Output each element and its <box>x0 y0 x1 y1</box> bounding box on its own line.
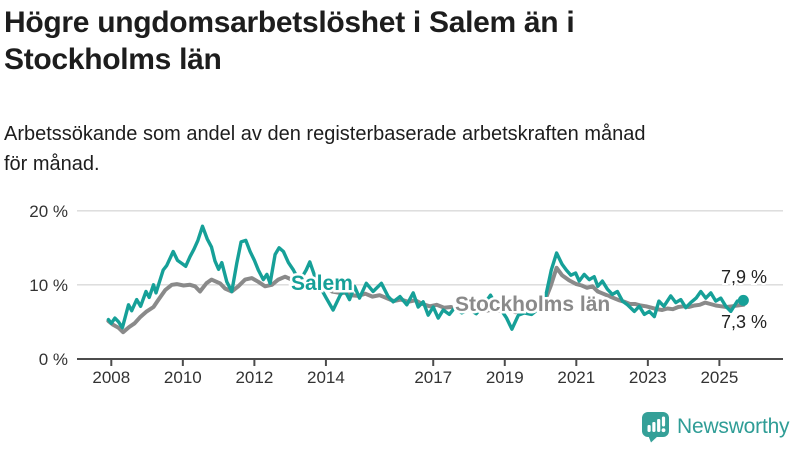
x-axis-labels: 2008 2010 2012 2014 2017 2019 2021 2023 2025 <box>92 368 738 387</box>
salem-end-point-dot <box>737 294 749 306</box>
chart-subtitle: Arbetssökande som andel av den registerb… <box>4 119 784 179</box>
x-tick-label: 2021 <box>557 368 595 387</box>
x-tick-label: 2008 <box>92 368 130 387</box>
salem-end-value-label: 7,9 % <box>721 267 767 287</box>
stockholm-series-label: Stockholms län <box>455 293 610 316</box>
salem-series-label: Salem <box>291 272 353 295</box>
x-tick-label: 2010 <box>164 368 202 387</box>
x-tick-label: 2012 <box>235 368 273 387</box>
y-axis-labels: 0 % 10 % 20 % <box>29 202 68 369</box>
chart-subtitle-line2: för månad. <box>4 153 100 175</box>
newsworthy-logo-icon <box>642 412 669 443</box>
x-tick-label: 2017 <box>414 368 452 387</box>
stockholm-line-series <box>106 265 746 335</box>
salem-line-series <box>106 224 746 331</box>
y-tick-label: 10 % <box>29 276 68 295</box>
x-tick-label: 2019 <box>486 368 524 387</box>
x-axis-ticks <box>110 359 721 366</box>
chart-subtitle-line1: Arbetssökande som andel av den registerb… <box>4 123 646 145</box>
chart-title-line2: Stockholms län <box>4 43 222 76</box>
x-tick-label: 2023 <box>629 368 667 387</box>
newsworthy-wordmark: Newsworthy <box>677 415 790 438</box>
newsworthy-attribution: Newsworthy <box>641 411 790 443</box>
x-tick-label: 2025 <box>700 368 738 387</box>
x-tick-label: 2014 <box>307 368 345 387</box>
y-tick-label: 0 % <box>39 350 68 369</box>
chart-title-line1: Högre ungdomsarbetslöshet i Salem än i <box>4 6 575 39</box>
y-tick-label: 20 % <box>29 202 68 221</box>
chart-title: Högre ungdomsarbetslöshet i Salem än i S… <box>4 4 764 78</box>
stockholm-end-value-label: 7,3 % <box>721 312 767 332</box>
gridlines <box>77 210 783 286</box>
